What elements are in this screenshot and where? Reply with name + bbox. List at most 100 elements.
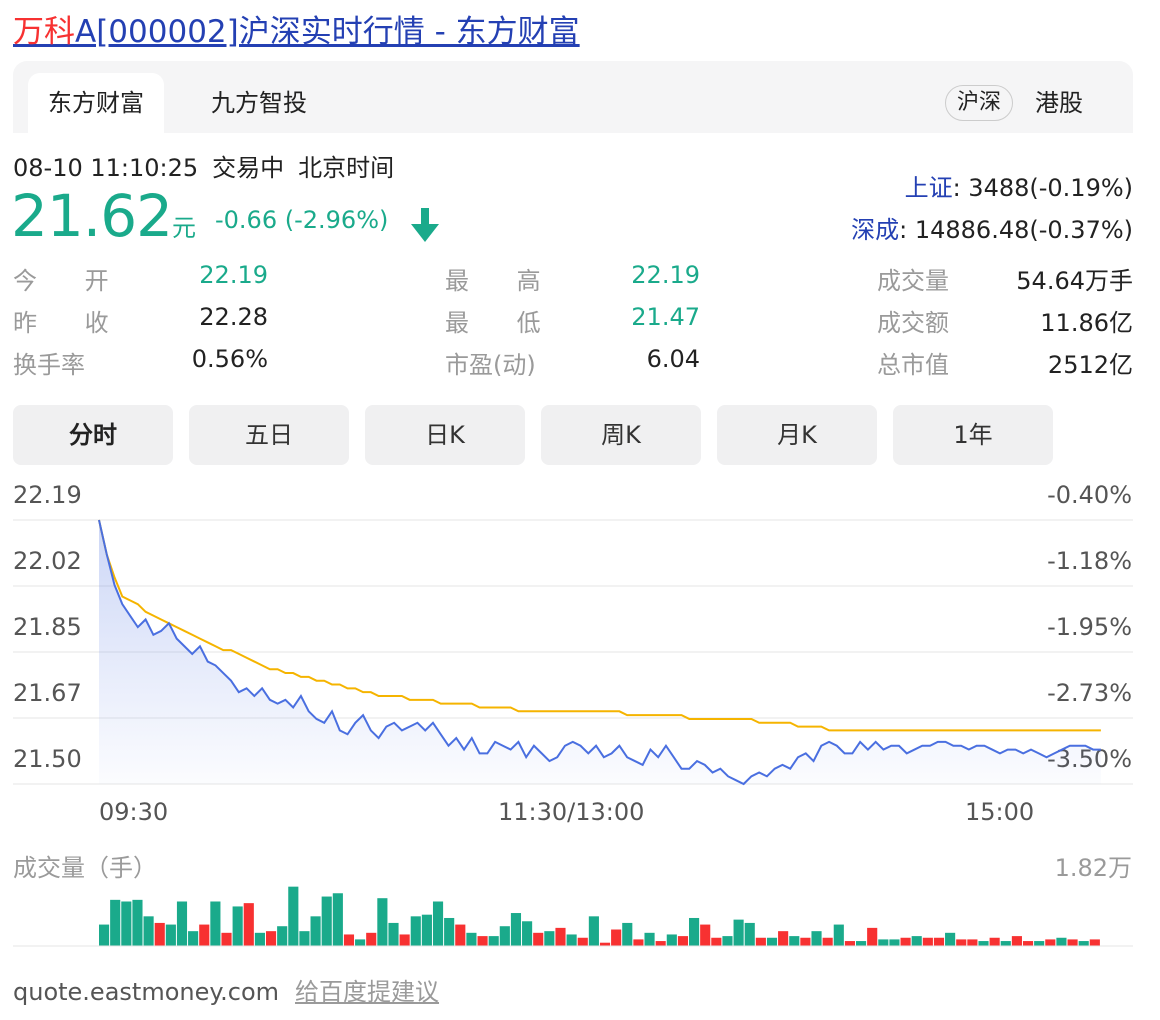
volume-bar <box>666 934 677 946</box>
volume-bar <box>444 917 455 946</box>
y-tick-right-1: -1.18% <box>1047 547 1132 575</box>
tab-eastmoney[interactable]: 东方财富 <box>28 73 164 133</box>
footer-domain: quote.eastmoney.com <box>13 978 280 1006</box>
period-weekly-k-button[interactable]: 周K <box>541 405 701 465</box>
volume-bar <box>855 941 867 946</box>
volume-bar <box>633 939 644 946</box>
stat-prev-close-label: 昨 收 <box>13 309 129 337</box>
volume-bar <box>310 916 321 946</box>
volume-bar <box>199 924 210 946</box>
tab-jiufang[interactable]: 九方智投 <box>211 89 307 117</box>
period-daily-k-button[interactable]: 日K <box>365 405 525 465</box>
volume-bar <box>99 924 110 946</box>
index-shanghai-value: : 3488(-0.19%) <box>952 174 1133 202</box>
y-tick-right-3: -2.73% <box>1047 679 1132 707</box>
volume-bar <box>956 939 967 946</box>
feedback-link[interactable]: 给百度提建议 <box>295 978 440 1006</box>
stat-turnover-value: 0.56% <box>191 345 268 373</box>
volume-bar <box>533 932 544 946</box>
source-tabs-bar: 东方财富 九方智投 沪深 港股 <box>13 61 1133 133</box>
index-shenzhen-link[interactable]: 深成 <box>851 216 900 244</box>
y-tick-left-0: 22.19 <box>13 481 82 509</box>
volume-bar <box>343 934 355 946</box>
status-timezone: 北京时间 <box>298 154 395 182</box>
trade-status: 08-10 11:10:25 交易中 北京时间 <box>13 148 408 183</box>
volume-bar <box>265 931 277 946</box>
stat-high-value: 22.19 <box>631 261 700 289</box>
volume-bar <box>677 936 689 946</box>
price-area-fill <box>99 520 1101 784</box>
volume-bar <box>421 914 432 946</box>
volume-bar <box>355 939 366 946</box>
volume-bar <box>110 899 121 946</box>
stat-turnover-label: 换手率 <box>13 351 85 379</box>
stat-marketcap-label: 总市值 <box>877 351 949 379</box>
stat-amount-label: 成交额 <box>877 309 949 337</box>
volume-bar <box>1067 939 1078 946</box>
volume-bar <box>544 931 555 946</box>
volume-bar <box>277 926 288 946</box>
period-5day-button[interactable]: 五日 <box>189 405 349 465</box>
volume-bar <box>611 929 622 946</box>
volume-bar <box>288 886 299 946</box>
page-title-link[interactable]: 万科A[000002]沪深实时行情 - 东方财富 <box>13 6 580 51</box>
y-tick-left-4: 21.50 <box>13 745 82 773</box>
y-tick-right-0: -0.40% <box>1047 481 1132 509</box>
volume-bar <box>243 903 254 946</box>
price-line <box>98 519 1101 786</box>
index-shanghai: 上证: 3488(-0.19%) <box>905 168 1133 203</box>
volume-bar <box>321 896 332 946</box>
volume-bar <box>1022 941 1034 946</box>
status-datetime: 08-10 11:10:25 <box>13 154 199 182</box>
volume-bar <box>577 937 588 946</box>
price-unit: 元 <box>172 214 196 242</box>
current-price: 21.62 <box>11 182 173 250</box>
y-tick-left-1: 22.02 <box>13 547 82 575</box>
volume-bar <box>588 916 599 946</box>
stat-prev-close-value: 22.28 <box>199 303 268 331</box>
volume-bar <box>121 901 132 946</box>
volume-bar <box>1089 939 1100 946</box>
volume-bar <box>622 922 633 946</box>
index-shenzhen: 深成: 14886.48(-0.37%) <box>851 210 1133 245</box>
volume-bar <box>833 924 844 946</box>
volume-bar <box>410 916 421 946</box>
volume-bar <box>432 901 444 946</box>
volume-bar <box>722 936 733 946</box>
volume-bar <box>755 937 766 946</box>
volume-bar <box>221 932 232 946</box>
stat-volume-value: 54.64万手 <box>1016 267 1133 295</box>
index-shanghai-link[interactable]: 上证 <box>904 174 953 202</box>
volume-bar <box>711 937 722 946</box>
volume-bars <box>99 886 1100 946</box>
volume-bar <box>143 916 154 946</box>
stat-open-label: 今 开 <box>13 267 129 295</box>
stat-low-value: 21.47 <box>631 303 700 331</box>
period-intraday-button[interactable]: 分时 <box>13 405 173 465</box>
status-state: 交易中 <box>212 154 285 182</box>
volume-bar <box>132 899 143 946</box>
volume-bar <box>900 937 911 946</box>
volume-bar <box>210 901 221 946</box>
volume-bar <box>766 937 778 946</box>
market-tab-hk[interactable]: 港股 <box>1035 89 1083 117</box>
volume-bar <box>822 937 833 946</box>
stat-high-label: 最 高 <box>445 267 561 295</box>
title-highlight: 万科 <box>13 14 75 50</box>
index-shenzhen-value: : 14886.48(-0.37%) <box>899 216 1133 244</box>
market-tab-hushen[interactable]: 沪深 <box>945 85 1014 121</box>
volume-max-label: 1.82万 <box>1054 854 1132 882</box>
volume-bar <box>878 939 889 946</box>
volume-bar <box>332 893 343 946</box>
volume-bar <box>599 942 611 946</box>
volume-bar <box>399 934 410 946</box>
period-1year-button[interactable]: 1年 <box>893 405 1053 465</box>
volume-bar <box>555 927 566 946</box>
stat-volume-label: 成交量 <box>877 267 949 295</box>
period-monthly-k-button[interactable]: 月K <box>717 405 877 465</box>
stat-pe-value: 6.04 <box>646 345 700 373</box>
volume-bar <box>188 931 199 946</box>
volume-bar <box>455 924 466 946</box>
volume-bar <box>1000 941 1011 946</box>
volume-bar <box>733 919 744 946</box>
